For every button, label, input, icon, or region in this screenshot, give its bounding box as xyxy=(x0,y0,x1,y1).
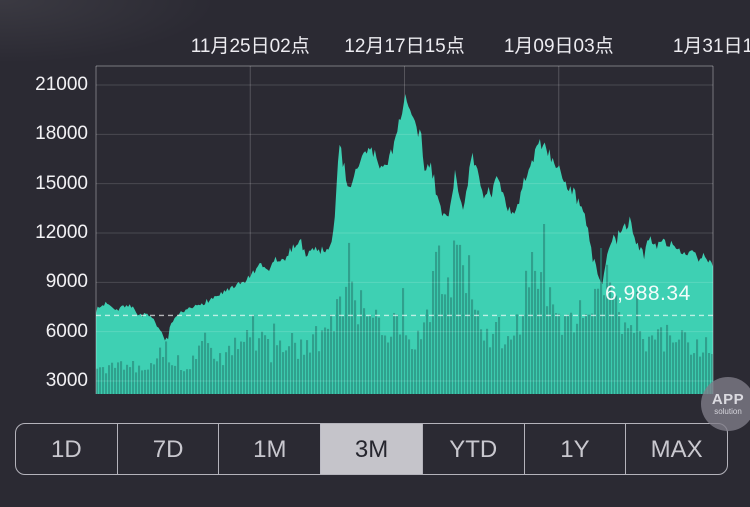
x-axis-label: 1月09日03点 xyxy=(503,36,614,57)
range-selector: 1D 7D 1M 3M YTD 1Y MAX xyxy=(15,423,728,475)
y-axis-tick-label: 18000 xyxy=(35,123,88,145)
x-axis-label: 12月17日15点 xyxy=(344,36,465,57)
x-axis-labels: 11月25日02点 12月17日15点 1月09日03点 1月31日1 xyxy=(0,31,750,57)
range-button-7d[interactable]: 7D xyxy=(116,424,219,474)
range-button-1d[interactable]: 1D xyxy=(16,424,117,474)
y-axis-labels: 21000 18000 15000 12000 9000 6000 3000 xyxy=(0,0,88,507)
range-button-1m[interactable]: 1M xyxy=(218,424,320,474)
watermark-badge: APP solution xyxy=(701,377,750,431)
y-axis-tick-label: 3000 xyxy=(45,369,88,391)
range-button-1y[interactable]: 1Y xyxy=(523,424,626,474)
watermark-title: APP xyxy=(711,390,745,408)
y-axis-tick-label: 15000 xyxy=(35,172,88,194)
watermark-subtitle: solution xyxy=(714,406,742,416)
x-axis-label: 1月31日1 xyxy=(672,36,750,57)
y-axis-tick-label: 12000 xyxy=(35,221,88,243)
x-axis-label: 11月25日02点 xyxy=(190,36,310,57)
range-button-ytd[interactable]: YTD xyxy=(421,424,524,474)
baseline-price-label: 6,988.34 xyxy=(605,282,691,305)
y-axis-tick-label: 9000 xyxy=(45,271,88,293)
range-button-max[interactable]: MAX xyxy=(625,424,727,474)
y-axis-tick-label: 21000 xyxy=(35,74,88,95)
range-button-3m[interactable]: 3M xyxy=(320,424,422,474)
y-axis-tick-label: 6000 xyxy=(45,320,88,342)
